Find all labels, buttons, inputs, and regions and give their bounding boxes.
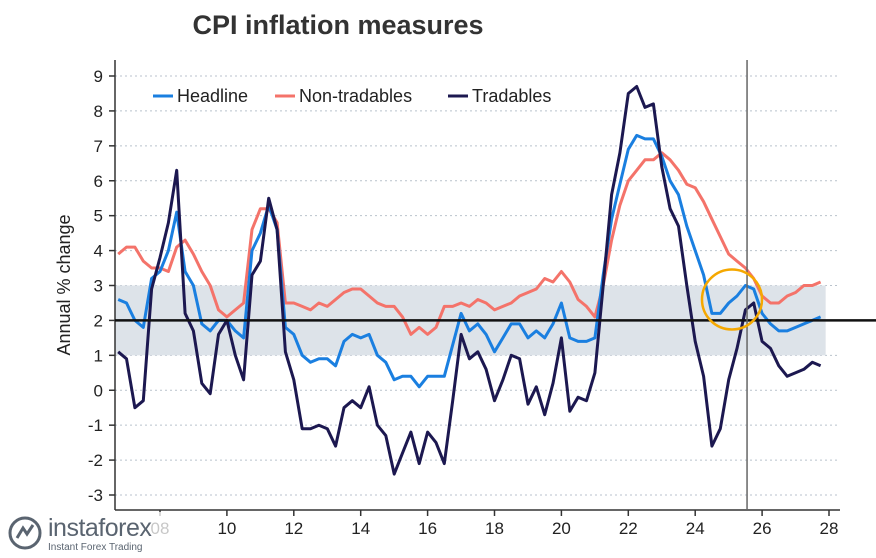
highlight-circle bbox=[700, 268, 764, 331]
y-axis-label: Annual % change bbox=[54, 214, 74, 355]
y-tick-label: 7 bbox=[94, 137, 103, 156]
x-axis-ticks: 0810121416182022242628 bbox=[151, 510, 839, 538]
x-tick-label: 12 bbox=[284, 519, 303, 538]
x-tick-label: 10 bbox=[217, 519, 236, 538]
y-tick-label: 2 bbox=[94, 311, 103, 330]
series-line-non-tradables bbox=[117, 151, 822, 336]
x-tick-label: 24 bbox=[686, 519, 705, 538]
y-tick-label: 0 bbox=[94, 381, 103, 400]
y-tick-label: 8 bbox=[94, 102, 103, 121]
y-tick-label: 3 bbox=[94, 277, 103, 296]
x-tick-label: 14 bbox=[351, 519, 370, 538]
y-tick-label: 1 bbox=[94, 346, 103, 365]
y-tick-label: 4 bbox=[94, 242, 103, 261]
logo-icon bbox=[8, 516, 42, 550]
y-axis-ticks: -3 -2 -1 0 1 2 3 4 5 6 7 8 9 bbox=[88, 67, 115, 505]
series-line-tradables bbox=[117, 85, 822, 476]
x-tick-label: 22 bbox=[619, 519, 638, 538]
y-tick-label: 5 bbox=[94, 207, 103, 226]
logo-brand: instaforex bbox=[48, 514, 152, 542]
x-tick-label: 16 bbox=[418, 519, 437, 538]
y-tick-label: 9 bbox=[94, 67, 103, 86]
legend: Headline Non-tradables Tradables bbox=[153, 86, 551, 106]
x-tick-label: 26 bbox=[753, 519, 772, 538]
legend-label: Headline bbox=[177, 86, 248, 106]
y-tick-label: -3 bbox=[88, 486, 103, 505]
logo-tagline: Instant Forex Trading bbox=[48, 542, 143, 553]
instaforex-logo: instaforex Instant Forex Trading bbox=[4, 512, 184, 556]
x-tick-label: 18 bbox=[485, 519, 504, 538]
y-tick-label: -1 bbox=[88, 416, 103, 435]
chart-title: CPI inflation measures bbox=[192, 10, 484, 40]
legend-label: Tradables bbox=[472, 86, 551, 106]
series-line-headline bbox=[117, 133, 822, 389]
legend-label: Non-tradables bbox=[299, 86, 412, 106]
x-tick-label: 28 bbox=[820, 519, 839, 538]
series-lines bbox=[117, 85, 822, 476]
y-tick-label: -2 bbox=[88, 451, 103, 470]
y-tick-label: 6 bbox=[94, 172, 103, 191]
x-tick-label: 20 bbox=[552, 519, 571, 538]
